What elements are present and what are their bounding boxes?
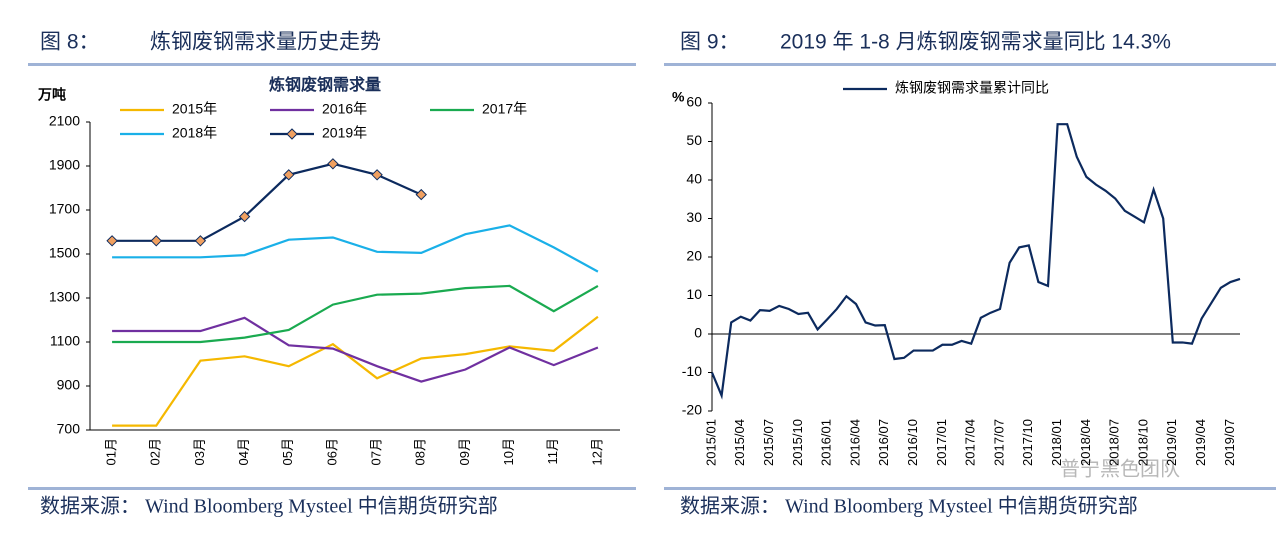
rule	[664, 487, 1276, 490]
x-tick-label: 2016/10	[905, 419, 920, 466]
legend-label: 2018年	[172, 125, 217, 141]
x-tick-label: 03月	[192, 438, 207, 465]
y-tick-label: 1700	[49, 201, 80, 217]
y-tick-label: -10	[682, 363, 702, 379]
figure-caption: 炼钢废钢需求量历史走势	[150, 31, 381, 54]
y-tick-label: 60	[686, 94, 702, 110]
x-tick-label: 2018/04	[1078, 419, 1093, 466]
x-tick-label: 05月	[280, 438, 295, 465]
y-tick-label: 50	[686, 132, 702, 148]
x-tick-label: 07月	[369, 438, 384, 465]
x-tick-label: 2018/01	[1049, 419, 1064, 466]
y-tick-label: 900	[57, 377, 81, 393]
figure-number: 图 8：	[40, 31, 100, 54]
marker	[150, 235, 162, 247]
rule	[28, 487, 636, 490]
x-tick-label: 04月	[236, 438, 251, 465]
x-tick-label: 2018/10	[1135, 419, 1150, 466]
series-line	[112, 284, 599, 344]
x-tick-label: 10月	[501, 438, 516, 465]
x-tick-label: 2019/07	[1222, 419, 1237, 466]
rule	[28, 63, 636, 66]
figure-number: 图 9：	[680, 31, 740, 54]
source: 数据来源： Wind Bloomberg Mysteel 中信期货研究部	[40, 495, 498, 518]
y-tick-label: 1900	[49, 157, 80, 173]
x-tick-label: 01月	[104, 438, 119, 465]
y-tick-label: 1500	[49, 245, 80, 261]
marker	[371, 169, 383, 181]
x-tick-label: 2016/01	[819, 419, 834, 466]
y-tick-label: 0	[694, 325, 702, 341]
marker	[238, 210, 251, 223]
legend-label: 炼钢废钢需求量累计同比	[895, 80, 1049, 96]
y-tick-label: 1100	[50, 333, 80, 349]
x-tick-label: 2017/04	[963, 419, 978, 466]
y-tick-label: 1300	[49, 289, 80, 305]
y-tick-label: 20	[686, 248, 702, 264]
legend-label: 2017年	[482, 101, 527, 117]
series-line	[112, 224, 599, 273]
y-axis-label: 万吨	[37, 87, 66, 103]
marker	[194, 235, 207, 247]
x-tick-label: 08月	[413, 438, 428, 465]
watermark: 普宁黑色团队	[1060, 457, 1180, 480]
x-tick-label: 2015/01	[703, 419, 718, 466]
x-tick-label: 2018/07	[1107, 419, 1122, 466]
x-tick-label: 2019/01	[1164, 419, 1179, 466]
series-line	[112, 315, 599, 427]
y-tick-label: 700	[57, 421, 81, 437]
legend-label: 2019年	[322, 125, 367, 141]
x-tick-label: 2015/07	[761, 419, 776, 466]
x-tick-label: 2019/04	[1193, 419, 1208, 466]
marker	[106, 235, 118, 247]
rule	[664, 63, 1276, 66]
figure-caption: 2019 年 1-8 月炼钢废钢需求量同比 14.3%	[780, 31, 1171, 54]
y-tick-label: -20	[682, 402, 702, 418]
x-tick-label: 2017/10	[1020, 419, 1035, 466]
y-tick-label: 40	[686, 171, 702, 187]
series-line	[112, 162, 422, 242]
x-tick-label: 2015/04	[732, 419, 747, 466]
legend-marker	[286, 128, 298, 140]
x-tick-label: 11月	[545, 438, 560, 465]
legend-label: 2015年	[172, 101, 217, 117]
marker	[327, 158, 339, 170]
x-tick-label: 06月	[324, 438, 339, 465]
chart-title: 炼钢废钢需求量	[269, 75, 381, 94]
x-tick-label: 02月	[148, 438, 163, 465]
x-tick-label: 12月	[589, 438, 604, 465]
marker	[415, 188, 427, 201]
y-tick-label: 10	[686, 286, 702, 302]
x-tick-label: 2015/10	[790, 419, 805, 466]
legend-label: 2016年	[322, 101, 367, 117]
series-line	[112, 316, 599, 383]
y-tick-label: 30	[686, 209, 702, 225]
x-tick-label: 09月	[457, 438, 472, 465]
source: 数据来源： Wind Bloomberg Mysteel 中信期货研究部	[680, 495, 1138, 518]
x-tick-label: 2016/07	[876, 419, 891, 466]
y-tick-label: 2100	[49, 113, 80, 129]
marker	[283, 169, 295, 181]
x-tick-label: 2017/01	[934, 419, 949, 466]
x-tick-label: 2017/07	[991, 419, 1006, 466]
y-axis-label: %	[672, 89, 685, 105]
series-line	[710, 123, 1241, 400]
x-tick-label: 2016/04	[847, 419, 862, 466]
